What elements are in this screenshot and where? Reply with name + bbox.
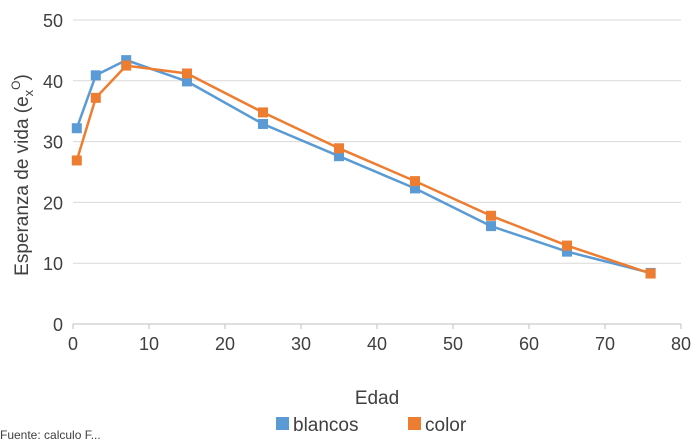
data-point-blancos	[562, 246, 572, 257]
series-blancos	[71, 55, 656, 278]
data-point-color	[182, 68, 192, 79]
y-tick-label: 0	[53, 315, 63, 335]
legend-label-color: color	[425, 415, 467, 435]
grid-lines	[73, 19, 681, 264]
series-line-blancos	[75, 58, 651, 275]
data-point-color	[486, 210, 496, 221]
x-tick-label: 10	[139, 334, 159, 354]
x-tick-label: 40	[367, 334, 387, 354]
data-point-color	[71, 155, 82, 166]
data-point-blancos	[90, 70, 101, 81]
x-tick-label: 60	[519, 334, 539, 354]
series-lines	[71, 55, 656, 279]
series-color	[71, 60, 656, 279]
data-point-color	[258, 107, 268, 118]
x-tick-label: 20	[215, 334, 235, 354]
data-point-color	[121, 60, 132, 71]
data-point-color	[645, 268, 656, 279]
y-axis-title-sub: x	[21, 89, 36, 96]
data-point-blancos	[486, 221, 496, 232]
x-tick-label: 80	[671, 334, 691, 354]
legend-swatch-color	[408, 417, 421, 430]
x-axis-title: Edad	[355, 388, 399, 409]
y-tick-label: 40	[43, 72, 63, 92]
x-tick-label: 30	[291, 334, 311, 354]
y-tick-label: 10	[43, 254, 63, 274]
data-point-blancos	[258, 118, 268, 129]
axes	[72, 323, 682, 329]
legend-swatch-blancos	[276, 417, 289, 430]
data-point-color	[410, 176, 420, 187]
y-tick-label: 50	[43, 11, 63, 31]
y-tick-label: 20	[43, 193, 63, 213]
data-point-blancos	[121, 55, 132, 66]
data-point-color	[334, 143, 344, 154]
y-tick-label: 30	[43, 133, 63, 153]
y-axis-title-close: )	[12, 74, 33, 80]
tick-labels: 0 10 20 30 40 50 0 10 20 30 40 50 60 70 80	[43, 11, 691, 354]
x-tick-label: 70	[595, 334, 615, 354]
data-point-blancos	[182, 76, 192, 87]
x-tick-label: 0	[68, 334, 78, 354]
y-axis-title-main: Esperanza de vida (e	[12, 96, 33, 276]
data-point-blancos	[410, 183, 420, 194]
data-point-color	[562, 240, 572, 251]
data-point-blancos	[71, 123, 82, 134]
data-point-blancos	[334, 151, 344, 162]
source-note: Fuente: calculo F...	[0, 428, 101, 442]
y-axis-title-sup: O	[9, 80, 23, 89]
legend-label-blancos: blancos	[293, 415, 359, 435]
legend: blancos color	[276, 415, 467, 436]
x-tick-label: 50	[443, 334, 463, 354]
y-axis-title: Esperanza de vida (exO)	[9, 74, 36, 276]
series-line-color	[75, 64, 651, 275]
data-point-color	[90, 92, 101, 103]
